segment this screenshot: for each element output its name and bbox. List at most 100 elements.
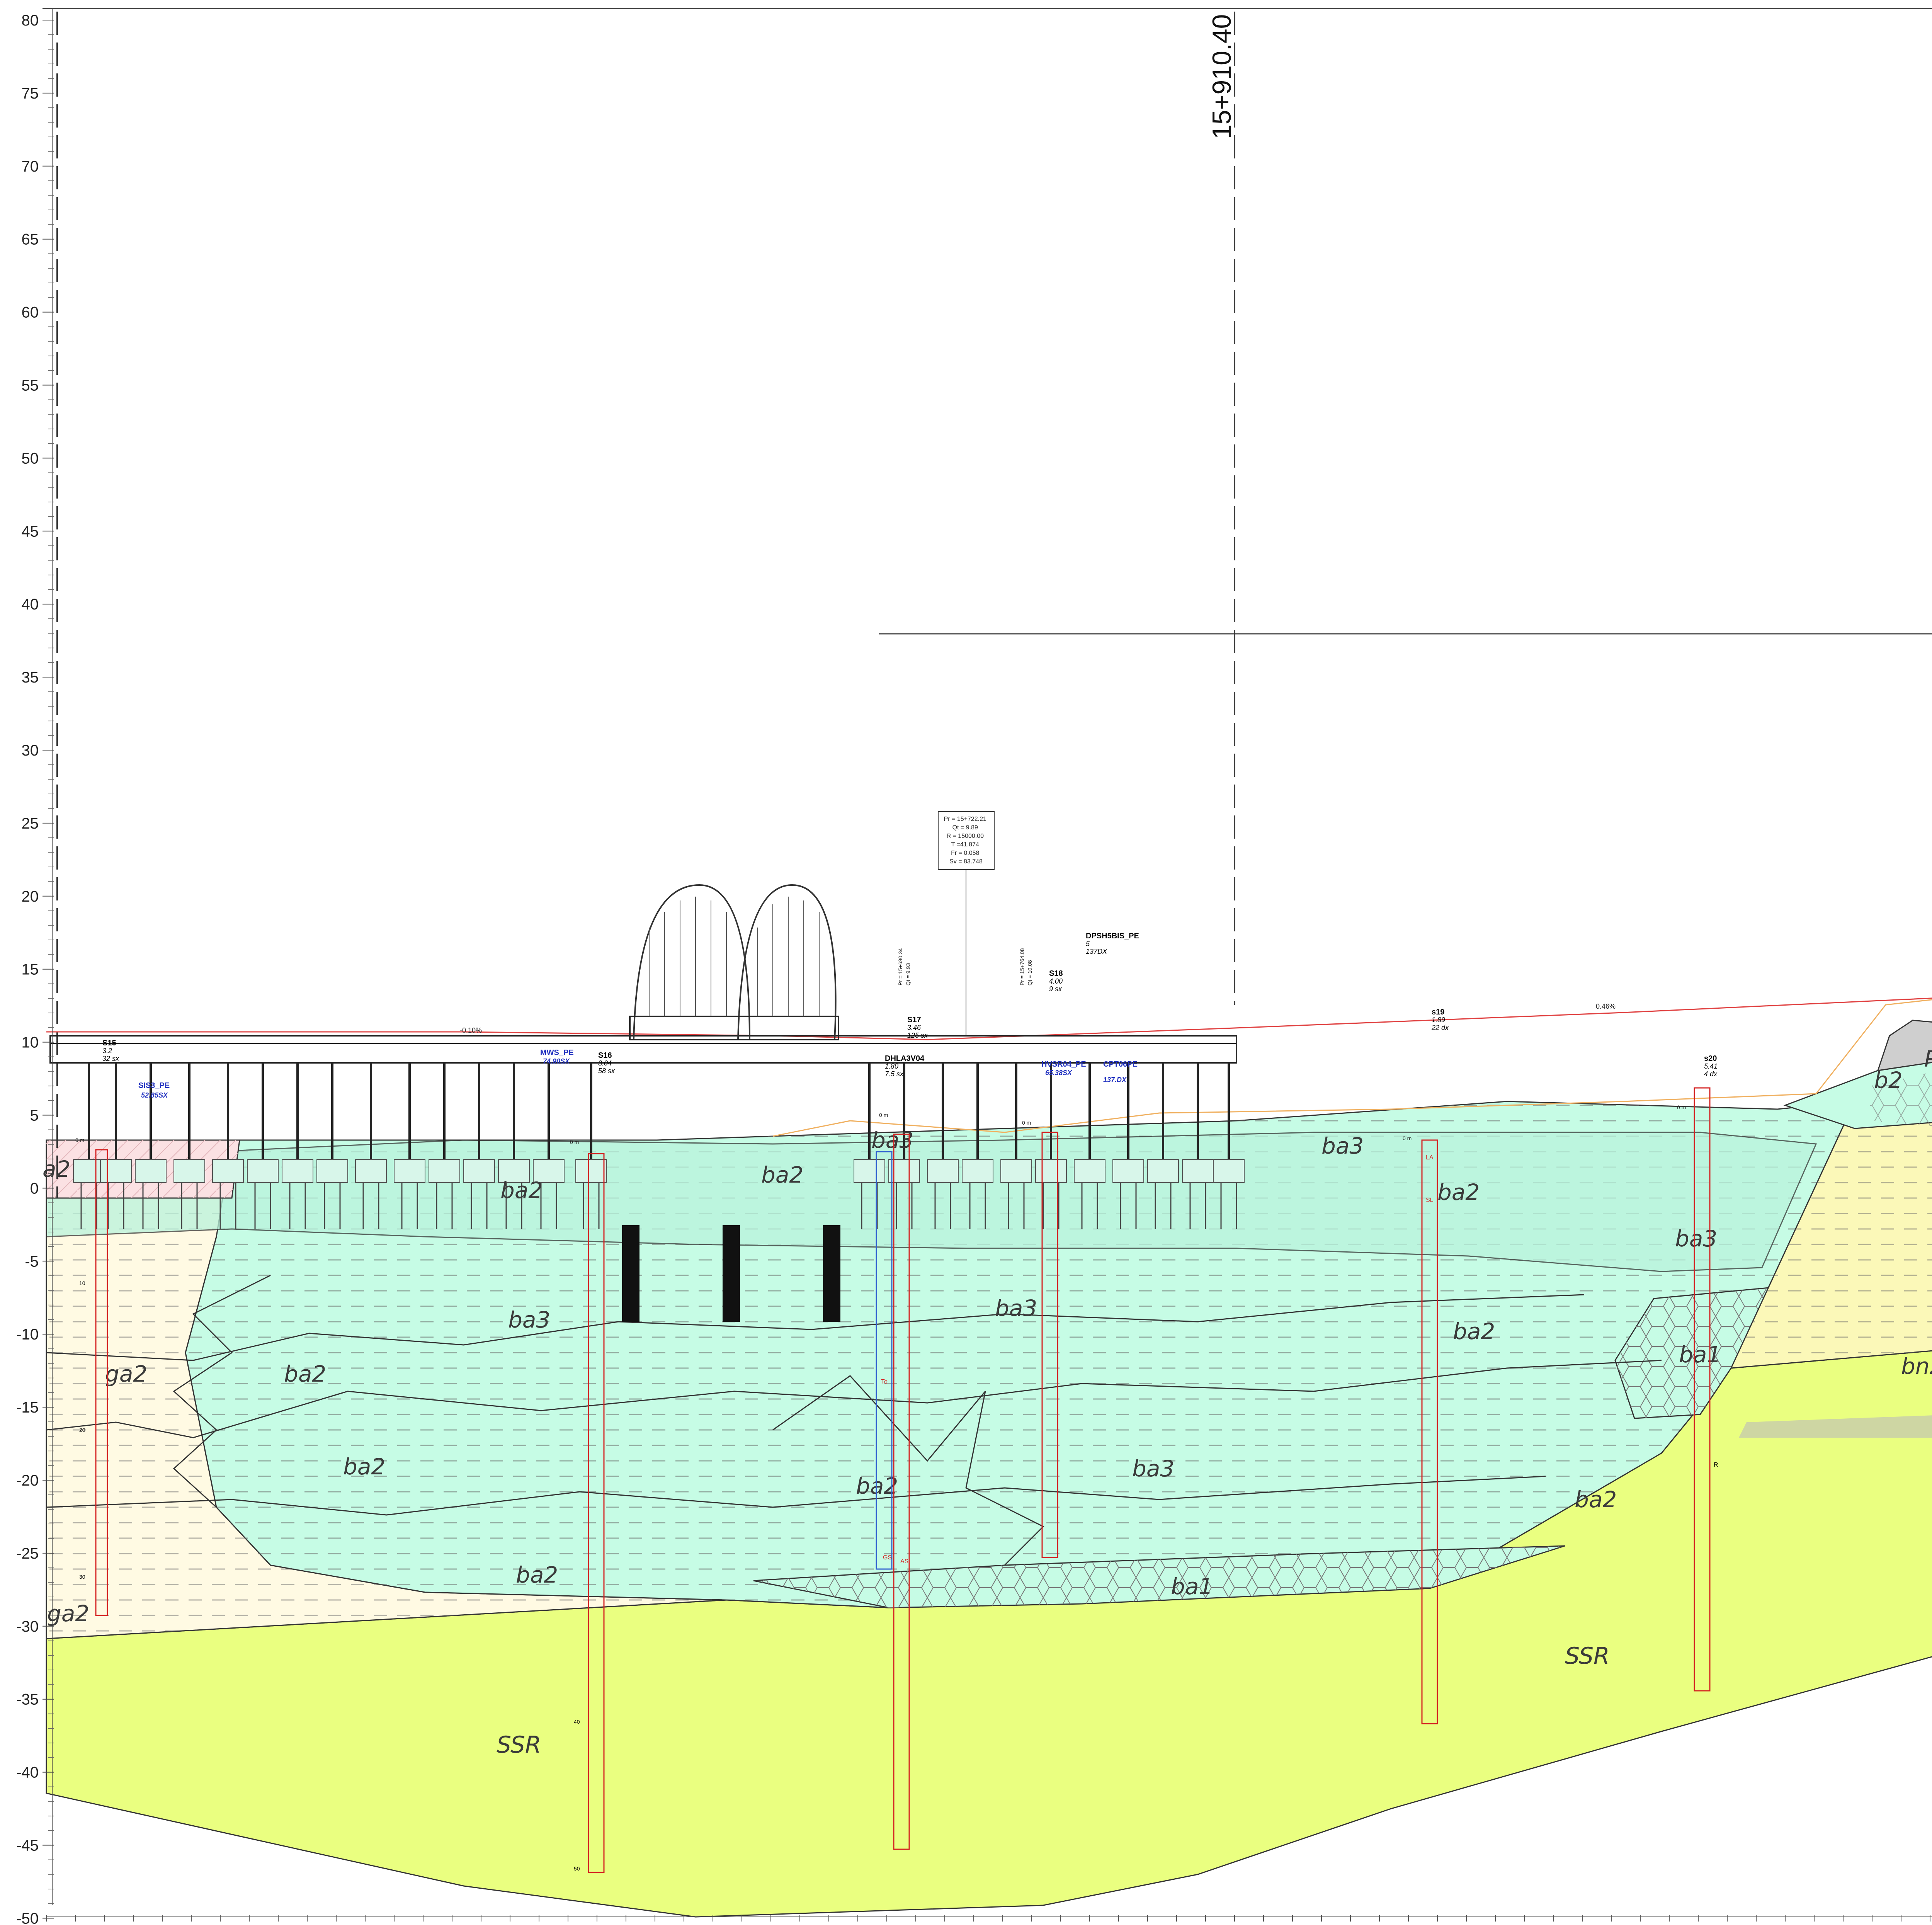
label-ga2-b: ga2 [105, 1361, 147, 1387]
reference-lines [43, 8, 1932, 1198]
pile-cap [394, 1159, 425, 1183]
label-ba2-b: ba2 [284, 1361, 326, 1387]
pile-cap [1182, 1159, 1214, 1183]
label-bn2: bn2 [1901, 1353, 1932, 1379]
y-tick-label: 30 [22, 742, 39, 759]
svg-text:137.DX: 137.DX [1103, 1076, 1127, 1084]
zero-label-1: 0 m [75, 1137, 84, 1143]
soil-layers [46, 1020, 1932, 1918]
label-ba3-f: ba3 [1675, 1225, 1717, 1252]
pile-cap [173, 1159, 205, 1183]
depth-tick-40: 40 [574, 1719, 580, 1725]
pile-cap [1035, 1159, 1067, 1183]
curve-t: T =41.874 [951, 841, 979, 848]
curve-pr: Pr = 15+722.21 [944, 816, 986, 822]
y-tick-label: 0 [30, 1180, 39, 1197]
zero-label-2: 0 m [570, 1139, 579, 1145]
zero-label-6: 0 m [1677, 1104, 1686, 1110]
bottom-scale [46, 1915, 1932, 1922]
layer-ga2-dashes [46, 1140, 726, 1639]
label-ba2-f: ba2 [856, 1473, 898, 1499]
grade-line [46, 997, 1932, 1040]
curve-fr: Fr = 0.058 [951, 850, 979, 856]
svg-text:LA SL AS GS: LA SL AS GS To [881, 1154, 1435, 1565]
svg-text:SIS3_PE: SIS3_PE [138, 1081, 170, 1090]
label-ba2-d: ba2 [516, 1562, 558, 1588]
zero-label-3: 0 m [879, 1112, 888, 1118]
layer-rv [1877, 1020, 1932, 1071]
svg-text:1.80: 1.80 [885, 1062, 898, 1070]
svg-text:S16: S16 [598, 1051, 612, 1060]
y-tick-label: 10 [22, 1034, 39, 1051]
y-tick-label: -5 [25, 1253, 39, 1270]
pile-cap [1147, 1159, 1179, 1183]
vertical-note-b2: Qt = 10.08 [1027, 960, 1033, 985]
svg-text:7.5 sx: 7.5 sx [885, 1070, 904, 1078]
svg-text:MWS_PE: MWS_PE [540, 1048, 574, 1057]
viaduct [49, 884, 1245, 1322]
depth-tick-30: 30 [79, 1574, 85, 1580]
depth-tick-50: 50 [574, 1865, 580, 1872]
label-ba3-b: ba3 [871, 1127, 913, 1153]
y-tick-label: 45 [22, 523, 39, 540]
label-ga2-a: a2 [43, 1156, 70, 1182]
curve-sv: Sv = 83.748 [949, 858, 983, 865]
blue-cpt: CPT06PE 137.DX [1103, 1060, 1138, 1084]
label-ba3-a: ba3 [508, 1307, 550, 1333]
svg-text:22 dx: 22 dx [1431, 1024, 1449, 1031]
label-ba1-a: ba1 [1171, 1573, 1213, 1600]
y-tick-label: 50 [22, 450, 39, 467]
y-tick-label: -20 [16, 1472, 39, 1489]
svg-text:S18: S18 [1049, 969, 1063, 978]
label-ba2-g: ba2 [1437, 1179, 1480, 1205]
svg-text:4 dx: 4 dx [1704, 1070, 1718, 1078]
pile-cap [73, 1159, 105, 1183]
pile-cap [247, 1159, 279, 1183]
y-tick-label: 75 [22, 85, 39, 102]
soil-code-sl: SL [1426, 1197, 1434, 1203]
svg-text:4.00: 4.00 [1049, 977, 1063, 985]
pile-cap [429, 1159, 460, 1183]
svg-text:Pr = 15+722.21 Qt = 9.89: Pr = 15+722.21 Qt = 9.89 R = 15000.00 T … [944, 816, 988, 865]
svg-text:3.2: 3.2 [102, 1047, 112, 1055]
y-tick-label: 35 [22, 669, 39, 686]
y-tick-label: 55 [22, 377, 39, 394]
ground-line [772, 999, 1932, 1137]
y-tick-label: 20 [22, 888, 39, 905]
y-tick-label: 5 [30, 1107, 39, 1124]
svg-text:125 sx: 125 sx [907, 1031, 928, 1039]
svg-text:5: 5 [1086, 940, 1090, 948]
svg-text:9 sx: 9 sx [1049, 985, 1062, 993]
pile-cap [927, 1159, 959, 1183]
svg-text:DPSH5BIS_PE: DPSH5BIS_PE [1086, 932, 1139, 940]
svg-text:5.41: 5.41 [1704, 1062, 1718, 1070]
y-tick-label: -15 [16, 1399, 39, 1416]
svg-text:S15: S15 [102, 1039, 116, 1047]
slope-right: 0.46% [1596, 1002, 1616, 1010]
pile-cap [533, 1159, 565, 1183]
pile-cap [962, 1159, 993, 1183]
pile-cap [498, 1159, 530, 1183]
soil-code-r: R [1714, 1462, 1718, 1468]
svg-text:1.89: 1.89 [1432, 1016, 1445, 1024]
y-tick-label: -25 [16, 1545, 39, 1562]
label-ba3-d: ba3 [1132, 1455, 1174, 1482]
svg-text:32 sx: 32 sx [102, 1055, 119, 1062]
pile-cap [316, 1159, 348, 1183]
station-label-group: 15+910.40 [1207, 14, 1236, 139]
svg-text:65.38SX: 65.38SX [1045, 1069, 1072, 1077]
zero-label-4: 0 m [1022, 1120, 1031, 1126]
soil-code-gs: GS [883, 1554, 892, 1561]
curve-qt: Qt = 9.89 [952, 824, 978, 831]
label-rv: Rv [1924, 1046, 1932, 1072]
pile-cap [100, 1159, 132, 1183]
label-ba1-b: ba1 [1679, 1341, 1721, 1368]
svg-text:52.85SX: 52.85SX [141, 1091, 168, 1099]
